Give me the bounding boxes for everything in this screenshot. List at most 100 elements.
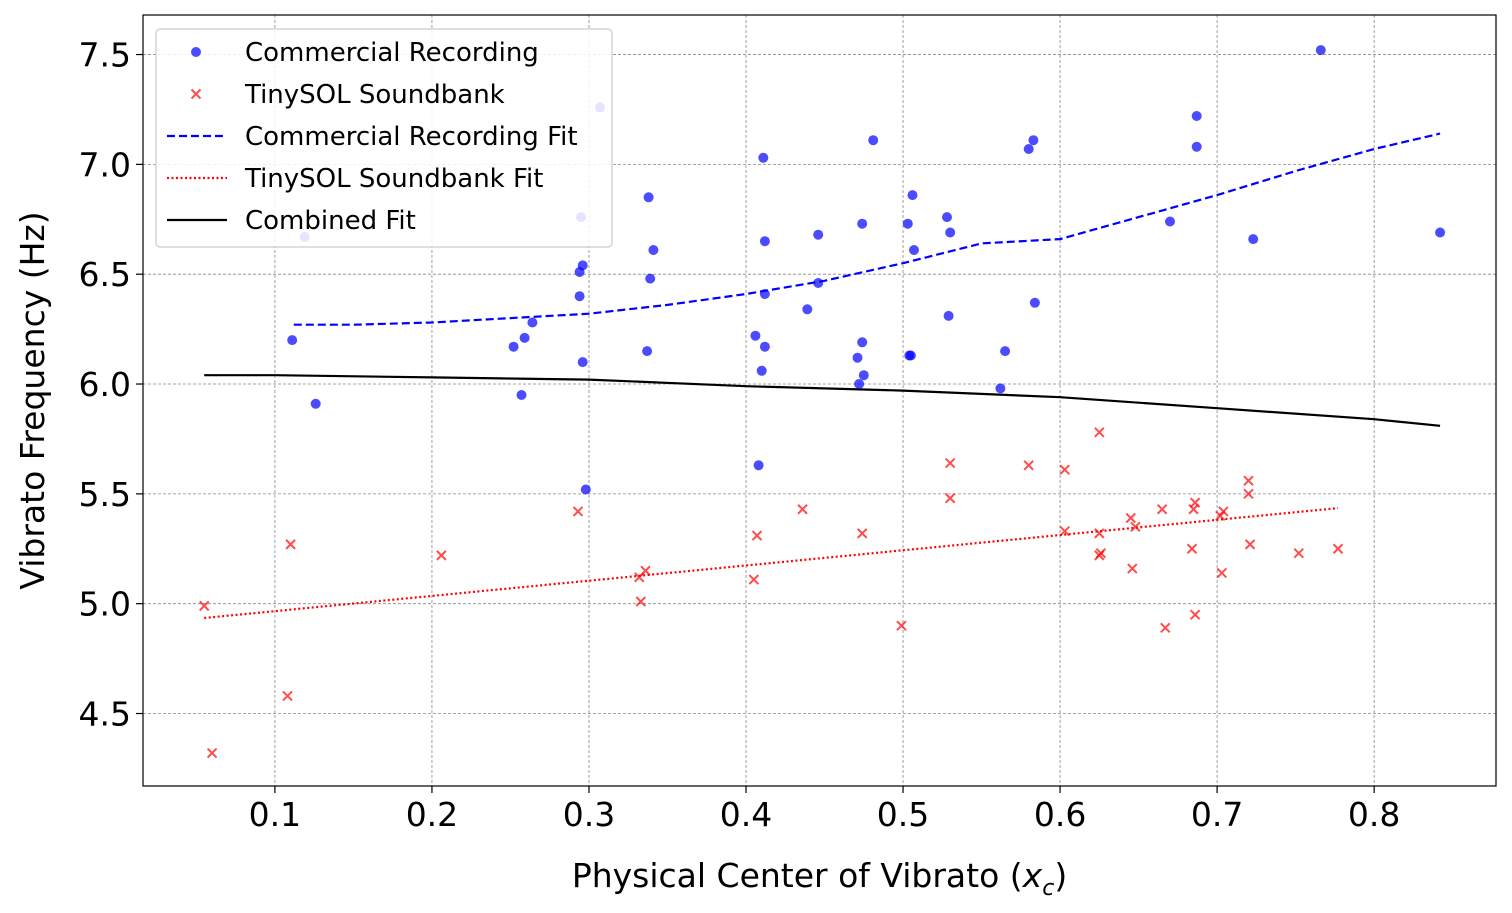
legend-label: TinySOL Soundbank Fit bbox=[244, 164, 543, 194]
x-tick-label: 0.3 bbox=[563, 795, 615, 834]
commercial-point bbox=[902, 218, 913, 229]
legend-item-commercial-recording: Commercial Recording bbox=[191, 38, 539, 68]
commercial-point bbox=[758, 152, 769, 163]
tinysol-point bbox=[797, 504, 808, 515]
commercial-point bbox=[1023, 144, 1034, 154]
commercial-point bbox=[1315, 45, 1326, 56]
commercial-point bbox=[750, 330, 761, 341]
tinysol-point bbox=[282, 690, 293, 702]
y-tick-label: 4.5 bbox=[79, 695, 131, 734]
tinysol-point bbox=[748, 574, 760, 585]
y-tick-label: 7.0 bbox=[79, 145, 131, 184]
commercial-point bbox=[802, 304, 813, 315]
commercial-point bbox=[642, 346, 653, 357]
commercial-point bbox=[943, 310, 954, 321]
tinysol-point bbox=[572, 506, 584, 517]
commercial-point bbox=[759, 289, 770, 299]
x-tick-label: 0.2 bbox=[406, 795, 458, 834]
commercial-point bbox=[508, 341, 519, 352]
tinysol-point bbox=[436, 550, 447, 561]
commercial-point bbox=[945, 227, 956, 238]
commercial-point bbox=[574, 291, 585, 302]
tinysol-point bbox=[635, 596, 647, 607]
tinysol-point bbox=[857, 528, 868, 539]
y-tick-label: 7.5 bbox=[79, 36, 131, 75]
commercial-point bbox=[1435, 227, 1446, 238]
commercial-point bbox=[1028, 135, 1039, 146]
commercial-point bbox=[287, 335, 298, 346]
commercial-point bbox=[310, 398, 321, 409]
grid-lines bbox=[143, 15, 1496, 786]
tinysol-point bbox=[1125, 512, 1136, 524]
fit-lines bbox=[204, 132, 1441, 620]
legend-item-commercial-recording-fit: Commercial Recording Fit bbox=[167, 122, 578, 152]
commercial-point bbox=[577, 357, 588, 368]
legend-label: TinySOL Soundbank bbox=[244, 80, 505, 110]
tinysol-point bbox=[1160, 622, 1171, 634]
scatter-points bbox=[199, 45, 1446, 759]
commercial-point bbox=[645, 273, 656, 284]
tinysol-point bbox=[1243, 475, 1254, 486]
commercial-point bbox=[813, 278, 824, 288]
x-tick-label: 0.6 bbox=[1034, 795, 1086, 834]
x-tick-label: 0.7 bbox=[1191, 795, 1243, 834]
tinysol-point bbox=[1293, 547, 1304, 559]
commercial-point bbox=[753, 460, 764, 471]
commercial-point bbox=[580, 484, 591, 495]
legend-item-combined-fit: Combined Fit bbox=[167, 206, 416, 236]
commercial-point bbox=[907, 190, 918, 201]
tinysol-point bbox=[1218, 506, 1229, 517]
y-axis-label: Vibrato Frequency (Hz) bbox=[13, 211, 52, 589]
tinysol-point bbox=[1243, 488, 1254, 500]
commercial-point bbox=[857, 337, 868, 348]
tinysol-point bbox=[1059, 525, 1070, 537]
y-tick-label: 5.0 bbox=[79, 585, 131, 624]
tinysol-point bbox=[896, 620, 907, 631]
tinysol-point bbox=[199, 600, 210, 612]
commercial-point bbox=[577, 260, 588, 271]
commercial-point bbox=[852, 352, 863, 363]
tinysol-point bbox=[1130, 521, 1141, 533]
y-tick-label: 5.5 bbox=[79, 475, 131, 514]
legend-item-tinysol-soundbank: TinySOL Soundbank bbox=[190, 80, 505, 110]
plot-frame bbox=[142, 14, 1497, 787]
y-tick-label: 6.0 bbox=[79, 365, 131, 404]
tinysol-point bbox=[1156, 504, 1168, 515]
tinysol-point bbox=[1127, 563, 1138, 574]
tinysol-point bbox=[1094, 427, 1105, 438]
tinysol-point bbox=[751, 530, 763, 541]
commercial-point bbox=[759, 341, 770, 352]
commercial-point bbox=[909, 245, 919, 255]
commercial-point bbox=[813, 229, 824, 240]
commercial-point bbox=[1000, 346, 1011, 357]
commercial-point bbox=[995, 383, 1006, 394]
legend-swatch bbox=[191, 47, 201, 57]
commercial-point bbox=[516, 390, 527, 400]
tinysol-point bbox=[206, 747, 218, 759]
tinysol-point bbox=[1094, 528, 1105, 539]
commercial-point bbox=[858, 370, 869, 381]
tinysol-point bbox=[285, 539, 296, 550]
x-tick-label: 0.8 bbox=[1348, 795, 1400, 834]
commercial-point bbox=[1165, 216, 1175, 227]
commercial-point bbox=[759, 236, 770, 247]
commercial-point bbox=[905, 350, 916, 361]
x-tick-label: 0.4 bbox=[720, 795, 772, 834]
tinysol-point bbox=[1023, 460, 1034, 471]
combined-fit-line bbox=[204, 374, 1441, 427]
tinysol-point bbox=[1059, 464, 1070, 475]
commercial-point bbox=[857, 218, 868, 229]
tinysol-point bbox=[1189, 497, 1201, 508]
tinysol-point bbox=[944, 457, 956, 469]
legend-label: Combined Fit bbox=[245, 206, 416, 236]
commercial-point bbox=[1191, 141, 1202, 152]
legend-label: Commercial Recording Fit bbox=[245, 122, 578, 152]
legend-label: Commercial Recording bbox=[245, 38, 539, 68]
legend: Commercial Recording TinySOL Soundbank Com… bbox=[155, 28, 613, 248]
commercial-point bbox=[1248, 234, 1259, 245]
legend-swatch bbox=[190, 88, 202, 100]
x-tick-label: 0.5 bbox=[877, 795, 929, 834]
tinysol-point bbox=[1244, 539, 1256, 550]
